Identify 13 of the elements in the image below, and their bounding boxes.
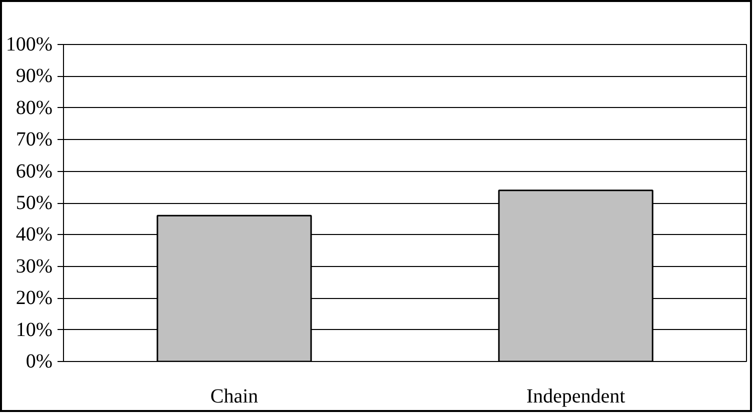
y-tick-label: 70%: [16, 128, 53, 151]
y-tick-label: 30%: [16, 255, 53, 278]
y-tick-label: 10%: [16, 318, 53, 341]
y-tick-label: 80%: [16, 96, 53, 119]
x-tick-label: Independent: [526, 386, 626, 408]
y-tick-label: 60%: [16, 160, 53, 182]
x-tick-label: Chain: [210, 386, 258, 408]
y-tick-label: 20%: [16, 287, 53, 310]
y-tick-label: 50%: [16, 192, 53, 214]
y-tick-label: 0%: [26, 350, 53, 372]
y-tick-label: 40%: [16, 224, 53, 246]
y-tick-label: 100%: [6, 34, 53, 56]
y-tick-label: 90%: [16, 65, 53, 88]
